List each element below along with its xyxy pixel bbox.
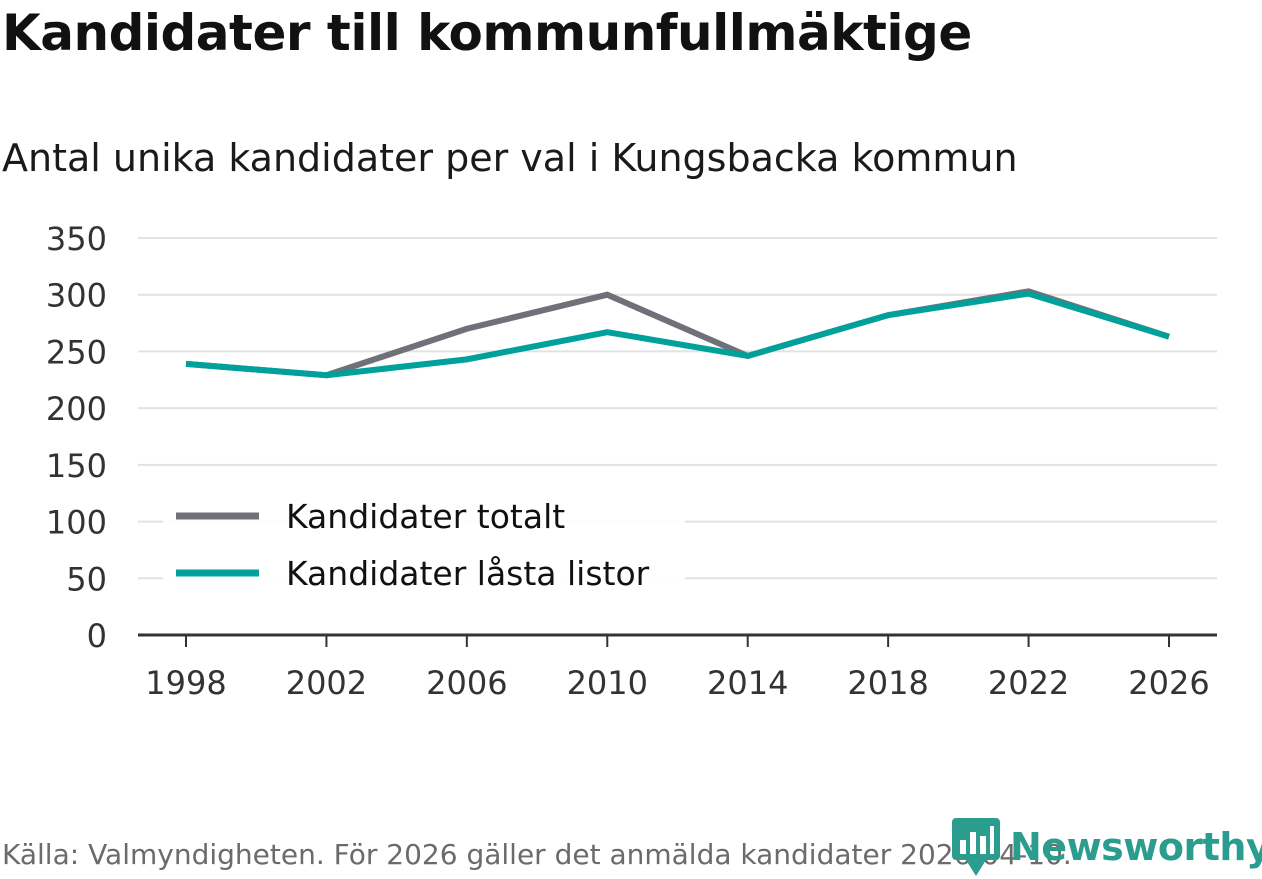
y-tick-label-250: 250 (46, 333, 107, 371)
y-tick-label-200: 200 (46, 390, 107, 428)
chart-subtitle: Antal unika kandidater per val i Kungsba… (2, 136, 1018, 180)
brand-logo: Newsworthy (952, 818, 1262, 876)
y-tick-label-50: 50 (66, 560, 107, 598)
x-tick-label-2014: 2014 (707, 664, 788, 702)
x-tick-label-2018: 2018 (847, 664, 928, 702)
y-tick-label-300: 300 (46, 277, 107, 315)
y-tick-label-150: 150 (46, 447, 107, 485)
x-axis: 1998 2002 2006 2010 2014 2018 2022 2026 (138, 633, 1217, 702)
legend: Kandidater totalt Kandidater låsta listor (163, 492, 685, 596)
legend-background (163, 492, 685, 596)
y-tick-label-0: 0 (87, 617, 107, 655)
x-tick-label-2006: 2006 (426, 664, 507, 702)
x-tick-label-1998: 1998 (145, 664, 226, 702)
legend-label-2: Kandidater låsta listor (286, 554, 650, 593)
series-line-1 (185, 288, 1170, 379)
legend-label-1: Kandidater totalt (286, 497, 565, 536)
series-line-2 (185, 290, 1170, 379)
y-tick-label-100: 100 (46, 504, 107, 542)
source-note: Källa: Valmyndigheten. För 2026 gäller d… (2, 838, 1072, 871)
y-tick-label-350: 350 (46, 220, 107, 258)
y-axis-ticks: 0 50 100 150 200 250 300 350 (46, 220, 107, 655)
chart-title: Kandidater till kommunfullmäktige (2, 4, 972, 62)
x-tick-label-2010: 2010 (567, 664, 648, 702)
x-tick-label-2026: 2026 (1128, 664, 1209, 702)
brand-name: Newsworthy (1010, 825, 1262, 869)
newsworthy-logo-icon (952, 818, 1000, 876)
x-tick-label-2022: 2022 (988, 664, 1069, 702)
x-tick-label-2002: 2002 (286, 664, 367, 702)
series-lines (185, 288, 1170, 379)
